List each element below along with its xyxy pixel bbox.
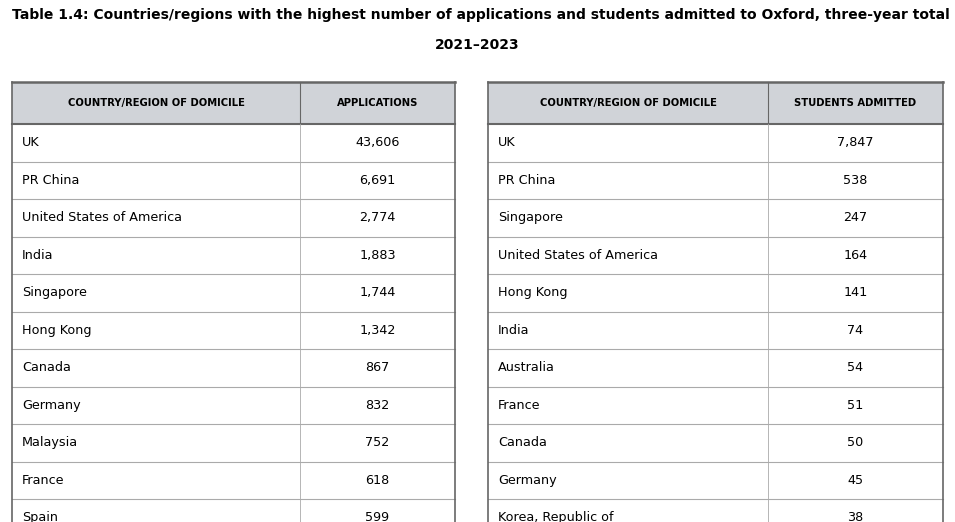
Text: 752: 752	[366, 436, 390, 449]
Text: 2021–2023: 2021–2023	[435, 38, 520, 52]
Text: India: India	[22, 249, 53, 262]
Text: 74: 74	[847, 324, 863, 337]
Text: UK: UK	[498, 136, 516, 149]
Text: India: India	[498, 324, 529, 337]
Bar	[12, 82, 455, 124]
Text: 141: 141	[843, 286, 868, 299]
Text: France: France	[22, 474, 65, 487]
Text: 832: 832	[366, 399, 390, 412]
Text: 247: 247	[843, 211, 867, 224]
Text: COUNTRY/REGION OF DOMICILE: COUNTRY/REGION OF DOMICILE	[68, 98, 244, 108]
Text: Hong Kong: Hong Kong	[498, 286, 567, 299]
Text: 538: 538	[843, 174, 868, 187]
Text: 45: 45	[847, 474, 863, 487]
Text: 867: 867	[366, 361, 390, 374]
Text: 54: 54	[847, 361, 863, 374]
Text: Spain: Spain	[22, 511, 58, 522]
Text: 51: 51	[847, 399, 863, 412]
Text: Korea, Republic of: Korea, Republic of	[498, 511, 613, 522]
Bar	[488, 82, 943, 124]
Text: 1,883: 1,883	[359, 249, 395, 262]
Text: Canada: Canada	[498, 436, 547, 449]
Text: 618: 618	[366, 474, 390, 487]
Text: PR China: PR China	[498, 174, 556, 187]
Text: 7,847: 7,847	[838, 136, 874, 149]
Text: Germany: Germany	[498, 474, 557, 487]
Text: Singapore: Singapore	[498, 211, 562, 224]
Text: Singapore: Singapore	[22, 286, 87, 299]
Text: Malaysia: Malaysia	[22, 436, 78, 449]
Text: 2,774: 2,774	[359, 211, 395, 224]
Text: 599: 599	[366, 511, 390, 522]
Text: 1,342: 1,342	[359, 324, 395, 337]
Text: UK: UK	[22, 136, 39, 149]
Text: Hong Kong: Hong Kong	[22, 324, 92, 337]
Text: Table 1.4: Countries/regions with the highest number of applications and student: Table 1.4: Countries/regions with the hi…	[12, 8, 950, 22]
Text: Canada: Canada	[22, 361, 71, 374]
Text: 50: 50	[847, 436, 863, 449]
Text: 38: 38	[847, 511, 863, 522]
Text: APPLICATIONS: APPLICATIONS	[337, 98, 418, 108]
Text: United States of America: United States of America	[498, 249, 658, 262]
Text: 1,744: 1,744	[359, 286, 395, 299]
Text: 164: 164	[843, 249, 867, 262]
Text: France: France	[498, 399, 541, 412]
Text: PR China: PR China	[22, 174, 79, 187]
Text: 6,691: 6,691	[359, 174, 395, 187]
Text: Germany: Germany	[22, 399, 80, 412]
Text: 43,606: 43,606	[355, 136, 400, 149]
Text: COUNTRY/REGION OF DOMICILE: COUNTRY/REGION OF DOMICILE	[540, 98, 716, 108]
Text: United States of America: United States of America	[22, 211, 182, 224]
Text: Australia: Australia	[498, 361, 555, 374]
Text: STUDENTS ADMITTED: STUDENTS ADMITTED	[795, 98, 917, 108]
